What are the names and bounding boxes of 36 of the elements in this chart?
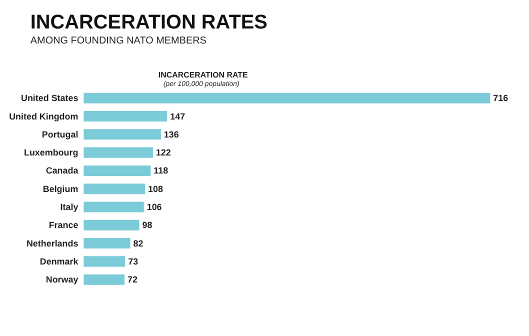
data-label: 136: [164, 129, 179, 140]
chart-title: INCARCERATION RATES: [30, 11, 268, 34]
data-label: 147: [170, 111, 186, 122]
data-label: 98: [142, 220, 152, 230]
bar: [84, 165, 151, 176]
y-tick-label: Norway: [46, 274, 78, 285]
bar: [84, 220, 140, 230]
y-tick-label: Italy: [60, 202, 78, 212]
data-label: 72: [128, 274, 138, 285]
bar: [84, 274, 125, 285]
bar: [84, 111, 168, 122]
data-label: 82: [133, 238, 144, 248]
data-label: 122: [156, 148, 171, 158]
y-tick-label: Canada: [46, 166, 80, 176]
chart-subtitle: AMONG FOUNDING NATO MEMBERS: [30, 35, 207, 46]
data-label: 118: [154, 166, 168, 176]
bar: [84, 238, 130, 249]
bar: [84, 147, 153, 158]
data-label: 716: [493, 93, 508, 104]
bar: [84, 92, 490, 104]
y-tick-label: France: [48, 220, 78, 230]
bar: [84, 256, 126, 267]
y-tick-label: United Kingdom: [9, 111, 78, 122]
y-tick-label: Portugal: [42, 129, 78, 140]
data-label: 73: [128, 256, 138, 266]
bar: [84, 202, 144, 212]
bar: [84, 184, 145, 194]
data-label: 108: [148, 184, 163, 194]
y-tick-label: United States: [20, 93, 78, 104]
data-label: 106: [146, 202, 162, 212]
y-tick-label: Denmark: [40, 256, 78, 266]
bar: [84, 129, 161, 140]
y-tick-label: Luxembourg: [24, 148, 78, 158]
y-tick-label: Belgium: [42, 184, 78, 194]
x-axis-title: INCARCERATION RATE: [158, 70, 248, 80]
y-tick-label: Netherlands: [26, 238, 78, 248]
